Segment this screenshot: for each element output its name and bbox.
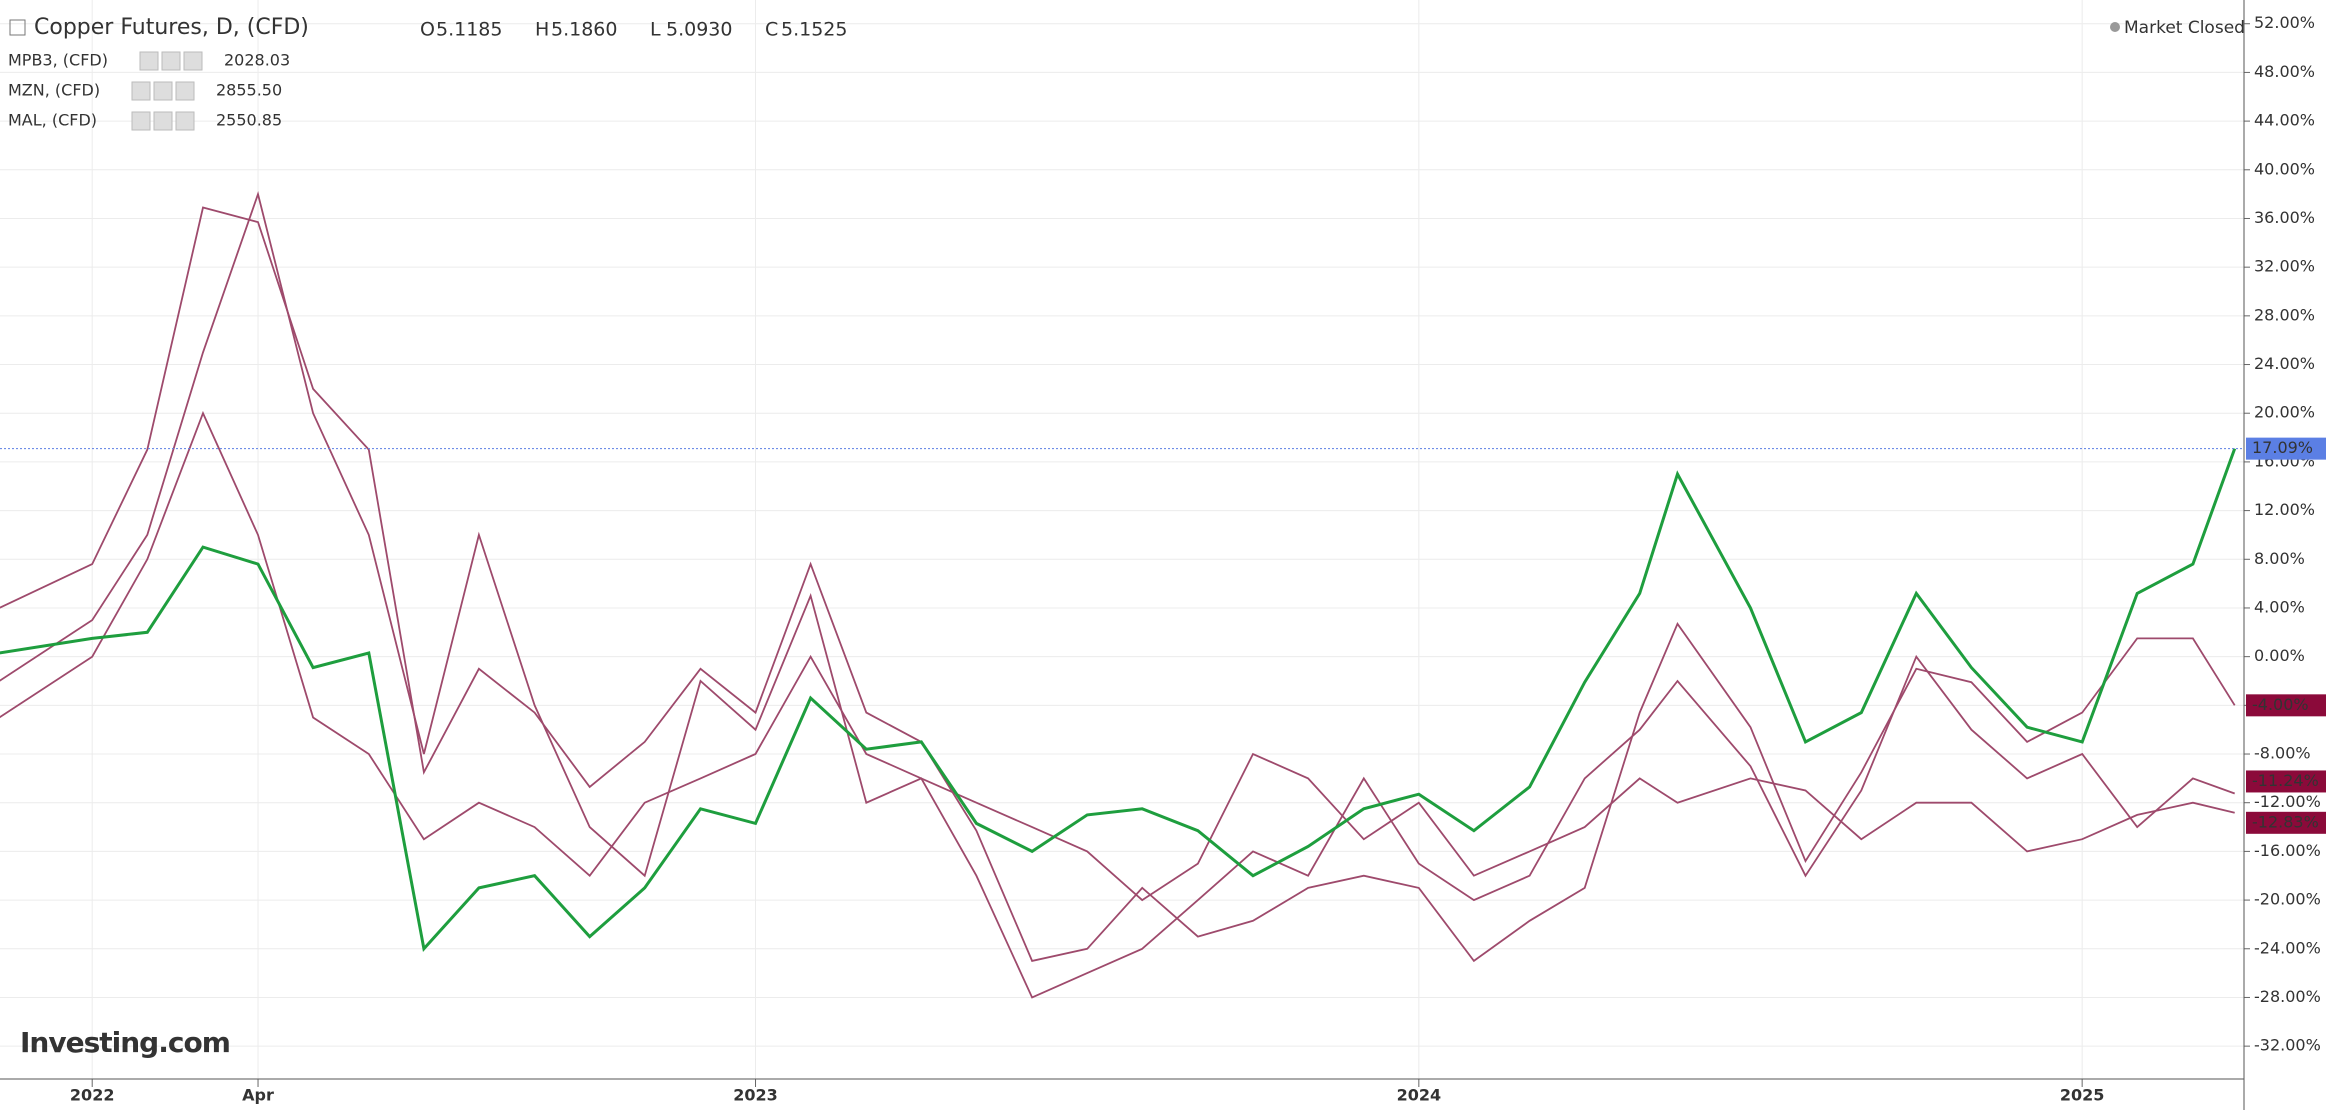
y-tick-label: 28.00% — [2254, 305, 2315, 324]
series-line — [0, 190, 2236, 999]
status-dot — [2110, 22, 2120, 32]
ohlc-key: C — [765, 19, 778, 41]
y-tick-label: -16.00% — [2254, 841, 2321, 860]
last-value-label: 17.09% — [2252, 438, 2313, 457]
last-value-label: -11.24% — [2252, 771, 2319, 790]
ohlc-key: H — [535, 19, 549, 41]
last-value-label: -4.00% — [2252, 695, 2309, 714]
legend-icon — [175, 81, 195, 101]
last-value-box — [2246, 437, 2326, 460]
y-tick-label: 0.00% — [2254, 646, 2305, 665]
y-tick-label: -28.00% — [2254, 987, 2321, 1006]
last-value-box — [2246, 811, 2326, 834]
y-tick-label: -8.00% — [2254, 744, 2311, 763]
series-line — [0, 410, 2235, 902]
series-line — [0, 448, 2237, 953]
legend-name: MZN, (CFD) — [8, 81, 100, 100]
last-value-label: -12.83% — [2252, 812, 2319, 831]
legend-icon — [183, 51, 203, 71]
y-tick-label: -32.00% — [2254, 1036, 2321, 1055]
last-value-box — [2246, 694, 2326, 717]
chart-title: Copper Futures, D, (CFD) — [34, 15, 309, 40]
series-line — [0, 206, 2236, 963]
y-tick-label: 36.00% — [2254, 208, 2315, 227]
x-tick-label: 2024 — [1397, 1086, 1442, 1105]
ohlc-key: L — [650, 19, 661, 41]
ohlc-value: 5.1185 — [436, 19, 502, 41]
ohlc-value: 5.1860 — [551, 19, 617, 41]
x-tick-label: 2025 — [2060, 1086, 2105, 1105]
y-tick-label: 12.00% — [2254, 500, 2315, 519]
x-tick-label: 2023 — [733, 1086, 778, 1105]
legend-name: MAL, (CFD) — [8, 111, 97, 130]
legend-value: 2028.03 — [224, 51, 290, 70]
legend-icon — [161, 51, 181, 71]
y-tick-label: 20.00% — [2254, 403, 2315, 422]
legend-value: 2550.85 — [216, 111, 282, 130]
y-tick-label: 48.00% — [2254, 62, 2315, 81]
legend-icon — [139, 51, 159, 71]
y-tick-label: 40.00% — [2254, 159, 2315, 178]
y-tick-label: 52.00% — [2254, 13, 2315, 32]
collapse-icon — [9, 19, 26, 36]
legend-value: 2855.50 — [216, 81, 282, 100]
legend-icon — [175, 111, 195, 131]
y-tick-label: 8.00% — [2254, 549, 2305, 568]
y-tick-label: 24.00% — [2254, 354, 2315, 373]
legend-name: MPB3, (CFD) — [8, 51, 108, 70]
ohlc-value: 5.1525 — [781, 19, 847, 41]
legend-icon — [153, 111, 173, 131]
logo: Investing.com — [20, 1026, 230, 1059]
legend-icon — [131, 81, 151, 101]
y-tick-label: 44.00% — [2254, 111, 2315, 130]
y-tick-label: 32.00% — [2254, 257, 2315, 276]
y-tick-label: -20.00% — [2254, 890, 2321, 909]
last-value-box — [2246, 770, 2326, 793]
legend-icon — [153, 81, 173, 101]
y-tick-label: -12.00% — [2254, 792, 2321, 811]
y-tick-label: -24.00% — [2254, 938, 2321, 957]
x-tick-label: Apr — [242, 1086, 274, 1105]
x-tick-label: 2022 — [70, 1086, 115, 1105]
ohlc-value: 5.0930 — [666, 19, 732, 41]
legend-icon — [131, 111, 151, 131]
y-tick-label: 4.00% — [2254, 597, 2305, 616]
market-status: Market Closed — [2124, 18, 2245, 38]
ohlc-key: O — [420, 19, 435, 41]
